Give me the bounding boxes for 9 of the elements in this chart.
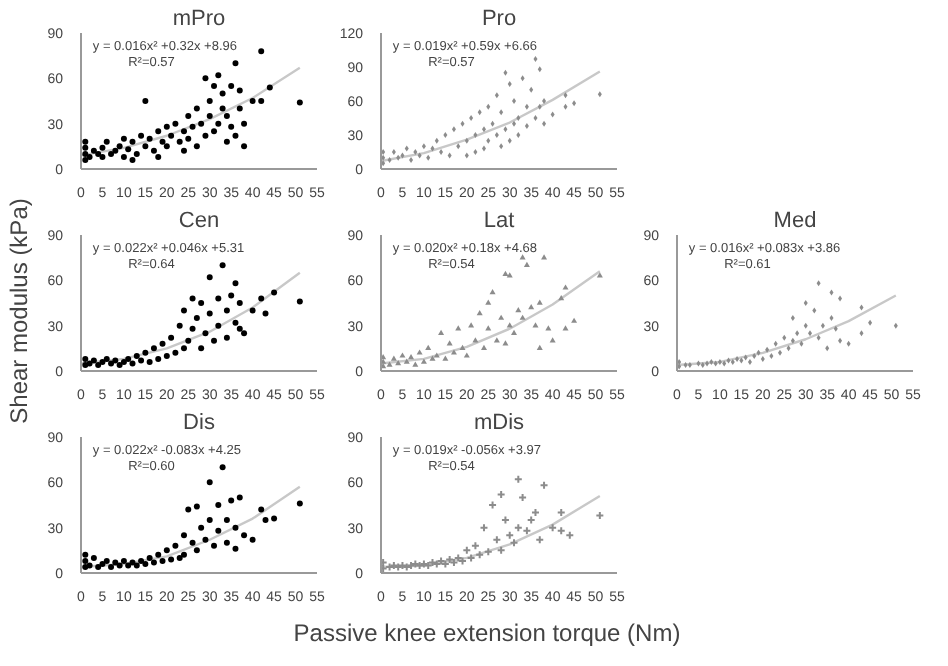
chart-title: Dis <box>183 411 216 435</box>
chart-title: Med <box>773 209 817 233</box>
chart-title: Lat <box>483 209 515 233</box>
chart-title: mPro <box>172 7 226 31</box>
y-axis-title: Shear modulus (kPa) <box>5 198 33 424</box>
chart-title: mDis <box>473 411 526 435</box>
x-axis-title: Passive knee extension torque (Nm) <box>293 619 681 647</box>
chart-title: Pro <box>481 7 517 31</box>
chart-title: Cen <box>178 209 220 233</box>
